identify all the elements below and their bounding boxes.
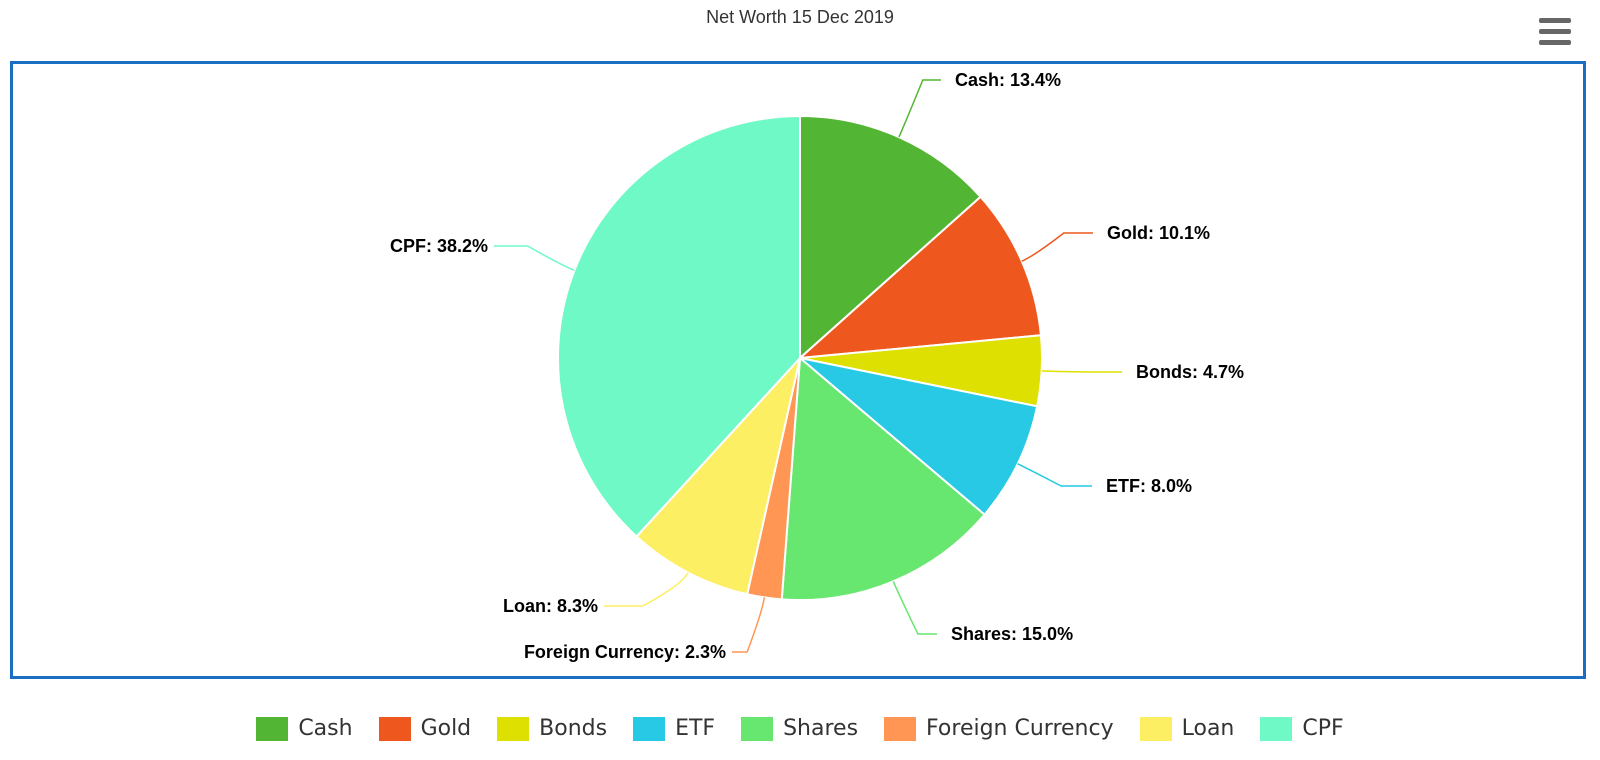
data-label-etf: ETF: 8.0% (1106, 476, 1192, 496)
legend-item-loan[interactable]: Loan (1139, 716, 1235, 741)
legend-label: Foreign Currency (926, 716, 1114, 741)
pie-slice-shares[interactable] (780, 355, 986, 601)
legend-item-cash[interactable]: Cash (256, 716, 353, 741)
legend-swatch (884, 716, 917, 741)
pie-chart: Cash: 13.4% Gold: 10.1% Bonds: 4.7% ETF: 8.… (390, 70, 1244, 662)
legend-label: Loan (1181, 716, 1235, 741)
legend-label: Shares (783, 716, 859, 741)
connector-lines (494, 79, 1122, 653)
legend-swatch (633, 716, 666, 741)
legend-swatch (497, 716, 530, 741)
connector-line-cpf (494, 245, 575, 271)
legend-label: Gold (420, 716, 472, 741)
legend-swatch (378, 716, 411, 741)
legend-item-bonds[interactable]: Bonds (497, 716, 607, 741)
connector-line-bonds (1041, 370, 1122, 373)
connector-line-etf (1017, 463, 1092, 487)
legend-item-shares[interactable]: Shares (741, 716, 858, 741)
pie-slice-gold[interactable] (797, 195, 1043, 360)
connector-line-shares (892, 581, 937, 635)
connector-line-foreign-currency (732, 597, 766, 653)
chart-menu-button[interactable] (1538, 16, 1572, 48)
connector-line-loan (604, 572, 689, 607)
legend-item-etf[interactable]: ETF (633, 716, 715, 741)
pie-slice-loan[interactable] (635, 354, 802, 596)
data-label-cash: Cash: 13.4% (955, 70, 1061, 90)
pie-slices (557, 114, 1043, 601)
data-label-loan: Loan: 8.3% (503, 596, 598, 616)
data-labels: Cash: 13.4% Gold: 10.1% Bonds: 4.7% ETF: 8.… (390, 70, 1244, 662)
data-label-shares: Shares: 15.0% (951, 624, 1073, 644)
plot-area-frame (10, 61, 1586, 679)
connector-line-cash (898, 79, 941, 138)
connector-line-gold (1021, 232, 1093, 262)
menu-bar-top (1539, 18, 1571, 23)
chart-title: Net Worth 15 Dec 2019 (706, 7, 894, 27)
pie-slice-etf[interactable] (799, 357, 1039, 516)
legend: Cash Gold Bonds ETF Shares Foreign Currency Lo… (0, 716, 1600, 741)
data-label-bonds: Bonds: 4.7% (1136, 362, 1244, 382)
legend-item-cpf[interactable]: CPF (1260, 716, 1344, 741)
data-label-cpf: CPF: 38.2% (390, 236, 488, 256)
legend-item-gold[interactable]: Gold (378, 716, 472, 741)
data-label-foreign-currency: Foreign Currency: 2.3% (524, 642, 726, 662)
menu-bar-bottom (1539, 40, 1571, 45)
legend-label: CPF (1302, 716, 1344, 741)
menu-bar-middle (1539, 29, 1571, 34)
legend-swatch (1260, 716, 1293, 741)
pie-slice-cash[interactable] (799, 114, 982, 361)
legend-swatch (1139, 716, 1172, 741)
legend-item-foreign-currency[interactable]: Foreign Currency (884, 716, 1114, 741)
legend-label: Bonds (539, 716, 608, 741)
pie-slice-cpf[interactable] (557, 114, 801, 538)
legend-label: ETF (675, 716, 716, 741)
data-label-gold: Gold: 10.1% (1107, 223, 1210, 243)
legend-label: Cash (298, 716, 353, 741)
legend-swatch (741, 716, 774, 741)
legend-swatch (256, 716, 289, 741)
